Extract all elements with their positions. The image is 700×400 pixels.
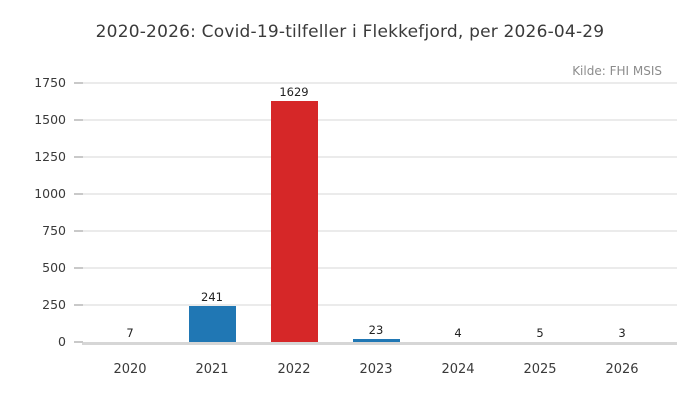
y-tick-mark bbox=[74, 193, 83, 195]
bar-value-label: 4 bbox=[454, 326, 462, 340]
x-tick-label: 2020 bbox=[113, 362, 147, 377]
x-tick-label: 2026 bbox=[605, 362, 639, 377]
gridline bbox=[82, 267, 677, 269]
bar-value-label: 23 bbox=[368, 323, 384, 337]
gridline bbox=[82, 193, 677, 195]
bar-value-label: 7 bbox=[126, 326, 134, 340]
y-tick-mark bbox=[74, 267, 83, 269]
gridline bbox=[82, 119, 677, 121]
y-tick-label: 1750 bbox=[34, 75, 66, 90]
bar-value-label: 3 bbox=[618, 326, 626, 340]
y-tick-mark bbox=[74, 119, 83, 121]
gridline bbox=[82, 304, 677, 306]
bar-value-label: 241 bbox=[201, 290, 223, 304]
y-tick-mark bbox=[74, 230, 83, 232]
y-tick-mark bbox=[74, 82, 83, 84]
x-tick-label: 2021 bbox=[195, 362, 229, 377]
y-tick-label: 250 bbox=[42, 297, 66, 312]
bar-value-label: 1629 bbox=[279, 85, 309, 99]
gridline bbox=[82, 156, 677, 158]
y-tick-mark bbox=[74, 341, 83, 343]
bar-2023 bbox=[352, 339, 400, 342]
x-tick-label: 2022 bbox=[277, 362, 311, 377]
bar-2022 bbox=[270, 101, 318, 342]
x-tick-label: 2025 bbox=[523, 362, 557, 377]
bar-2021 bbox=[188, 306, 236, 342]
chart-title: 2020-2026: Covid-19-tilfeller i Flekkefj… bbox=[95, 22, 605, 42]
x-tick-label: 2024 bbox=[441, 362, 475, 377]
source-note: Kilde: FHI MSIS bbox=[572, 64, 662, 78]
x-tick-label: 2023 bbox=[359, 362, 393, 377]
y-tick-label: 1500 bbox=[34, 112, 66, 127]
y-tick-label: 500 bbox=[42, 260, 66, 275]
y-tick-mark bbox=[74, 304, 83, 306]
y-tick-mark bbox=[74, 156, 83, 158]
gridline bbox=[82, 82, 677, 84]
y-tick-label: 750 bbox=[42, 223, 66, 238]
bar-value-label: 5 bbox=[536, 326, 544, 340]
x-axis-baseline bbox=[82, 342, 677, 345]
y-tick-label: 1000 bbox=[34, 186, 66, 201]
y-tick-label: 1250 bbox=[34, 149, 66, 164]
y-tick-label: 0 bbox=[58, 334, 66, 349]
gridline bbox=[82, 230, 677, 232]
